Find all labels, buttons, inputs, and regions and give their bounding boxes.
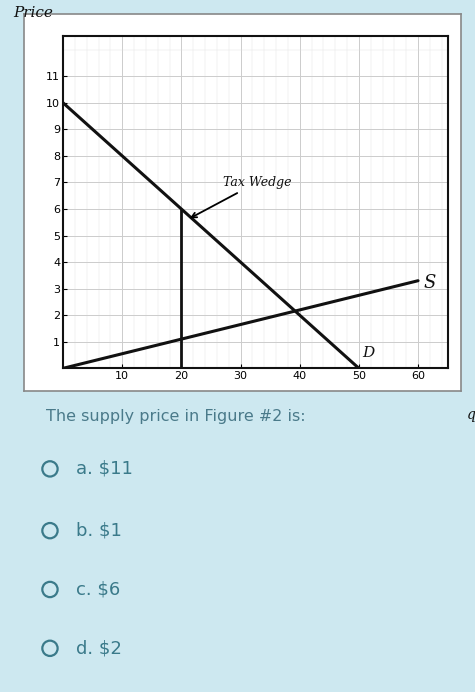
Text: d. $2: d. $2 [76, 639, 122, 657]
Text: c. $6: c. $6 [76, 581, 121, 599]
Text: The supply price in Figure #2 is:: The supply price in Figure #2 is: [46, 408, 305, 424]
Text: a. $11: a. $11 [76, 460, 133, 478]
Text: b. $1: b. $1 [76, 522, 122, 540]
